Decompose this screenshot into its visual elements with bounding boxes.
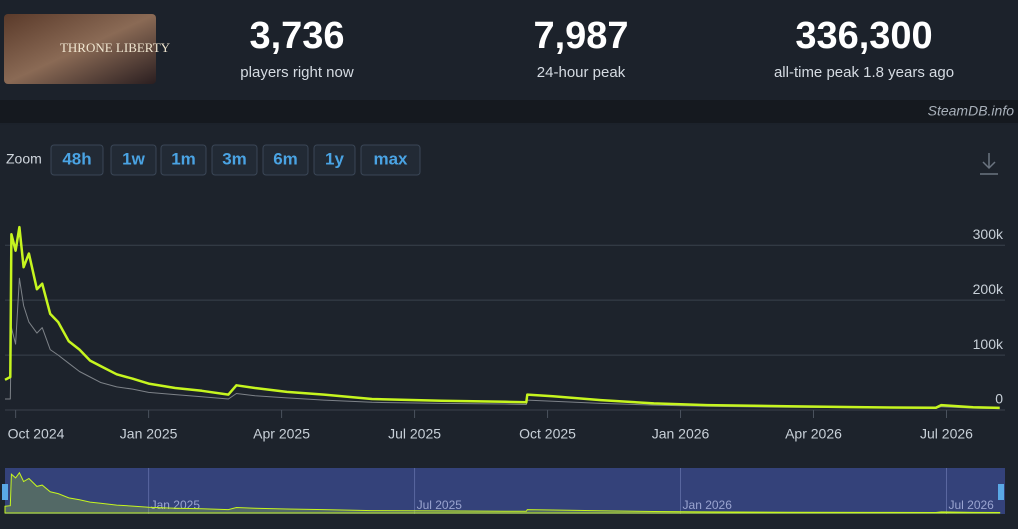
- zoom-buttons: 48h 1w 1m 3m 6m 1y max: [50, 144, 421, 176]
- y-tick-label: 200k: [973, 281, 1004, 297]
- navigator-handle[interactable]: [998, 484, 1004, 500]
- zoom-button-label: 48h: [62, 149, 91, 168]
- navigator-tick-label: Jan 2026: [683, 498, 733, 512]
- series-line: [4, 225, 1000, 410]
- x-tick-label: Oct 2024: [8, 426, 65, 442]
- x-tick-label: Jan 2025: [120, 426, 178, 442]
- zoom-button-label: 3m: [222, 149, 247, 168]
- stat-label: players right now: [240, 64, 354, 81]
- zoom-button-label: 1m: [171, 149, 196, 168]
- x-tick-label: Jan 2026: [652, 426, 710, 442]
- navigator-handle[interactable]: [2, 484, 8, 500]
- logo-text: THRONE LIBERTY: [60, 40, 171, 55]
- zoom-button-label: 6m: [273, 149, 298, 168]
- zoom-button-label: 1y: [325, 149, 344, 168]
- zoom-button[interactable]: [50, 144, 104, 176]
- y-tick-label: 100k: [973, 336, 1004, 352]
- zoom-label: Zoom: [6, 151, 42, 167]
- zoom-button-label: 1w: [122, 149, 145, 168]
- zoom-button[interactable]: [313, 144, 356, 176]
- zoom-button[interactable]: [262, 144, 309, 176]
- plot: 0 100k 200k 300k Oct 2024 Jan 2025 Apr 2025 Jul…: [4, 225, 1005, 514]
- zoom-button[interactable]: [360, 144, 421, 176]
- header-bg: [0, 0, 1018, 100]
- navigator-area: [4, 471, 1001, 514]
- download-icon[interactable]: [980, 153, 998, 175]
- stat-value: 3,736: [249, 15, 344, 57]
- x-tick-label: Jul 2026: [920, 426, 973, 442]
- x-tick-label: Apr 2026: [785, 426, 842, 442]
- credit-strip: [0, 100, 1018, 123]
- navigator-tick-label: Jul 2025: [417, 498, 463, 512]
- game-logo[interactable]: [4, 14, 156, 84]
- stat-value: 7,987: [533, 15, 628, 57]
- y-tick-label: 300k: [973, 226, 1004, 242]
- zoom-button[interactable]: [160, 144, 207, 176]
- series-line: [5, 277, 1000, 410]
- zoom-button[interactable]: [211, 144, 258, 176]
- credit[interactable]: SteamDB.info: [928, 103, 1015, 119]
- navigator-tick-label: Jul 2026: [948, 498, 994, 512]
- x-tick-label: Apr 2025: [253, 426, 310, 442]
- zoom-button-label: max: [373, 149, 408, 168]
- x-tick-label: Jul 2025: [388, 426, 441, 442]
- y-tick-label: 0: [995, 391, 1003, 407]
- stat-label: 24-hour peak: [537, 64, 626, 81]
- stat-value: 336,300: [795, 15, 932, 57]
- zoom-button[interactable]: [110, 144, 157, 176]
- navigator[interactable]: [5, 468, 1005, 514]
- x-tick-label: Oct 2025: [519, 426, 576, 442]
- chart-panel: [0, 125, 1018, 529]
- stat-label: all-time peak 1.8 years ago: [774, 64, 954, 81]
